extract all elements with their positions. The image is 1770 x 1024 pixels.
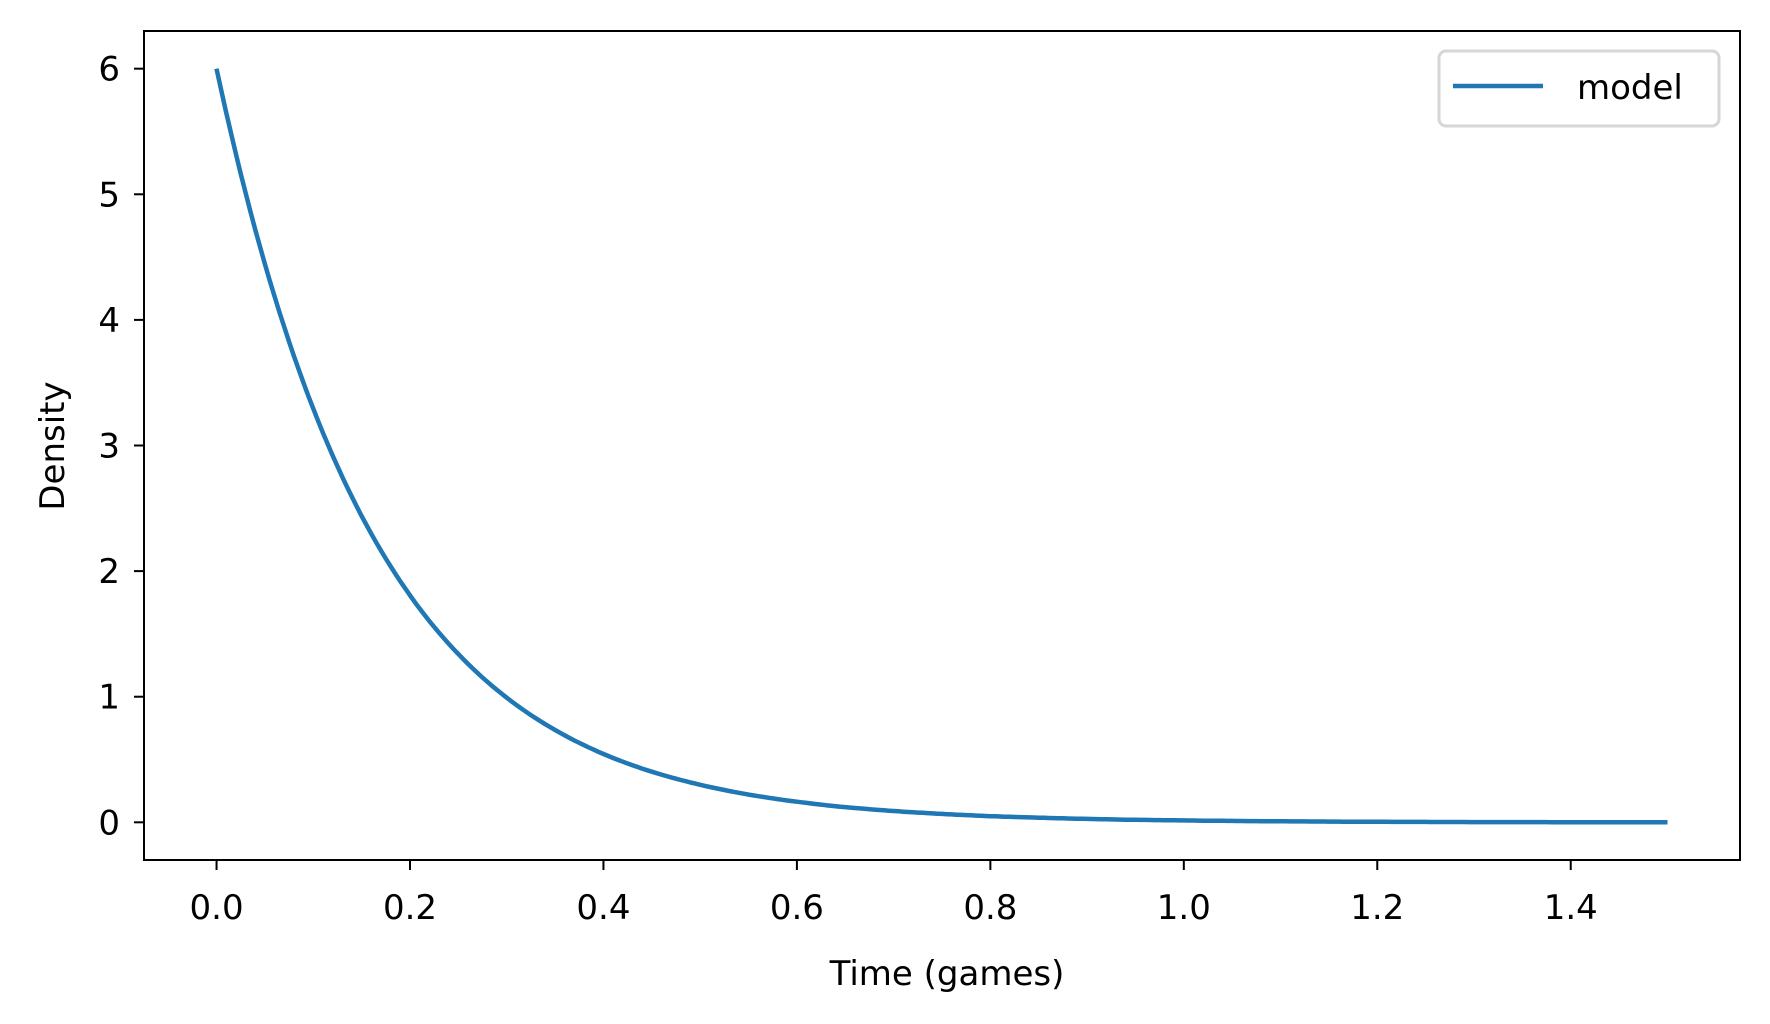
y-tick-label: 3 [98,427,120,467]
x-tick-label: 0.6 [770,888,824,928]
x-axis-label: Time (games) [829,954,1065,994]
x-tick-label: 0.0 [190,888,244,928]
series-line-model [214,68,1668,825]
legend: model [1437,49,1721,128]
axes-frame [143,30,1741,861]
x-tick-label: 1.0 [1157,888,1211,928]
y-tick-label: 2 [98,552,120,592]
plot-area [144,31,1740,860]
x-tick-label: 1.2 [1350,888,1404,928]
y-tick-label: 6 [98,50,120,90]
y-tick-label: 1 [98,678,120,718]
y-axis-ticks: 0 1 2 3 4 5 6 [98,50,144,843]
x-tick-label: 1.4 [1544,888,1598,928]
legend-label-model: model [1577,68,1683,108]
x-tick-label: 0.8 [963,888,1017,928]
y-tick-label: 0 [98,803,120,843]
legend-box [1437,49,1721,128]
series-layer [214,68,1668,825]
y-axis-label: Density [33,381,73,510]
y-tick-label: 5 [98,175,120,215]
x-tick-label: 0.2 [383,888,437,928]
x-axis-ticks: 0.0 0.2 0.4 0.6 0.8 1.0 1.2 1.4 [190,860,1598,928]
x-tick-label: 0.4 [576,888,630,928]
y-tick-label: 4 [98,301,120,341]
